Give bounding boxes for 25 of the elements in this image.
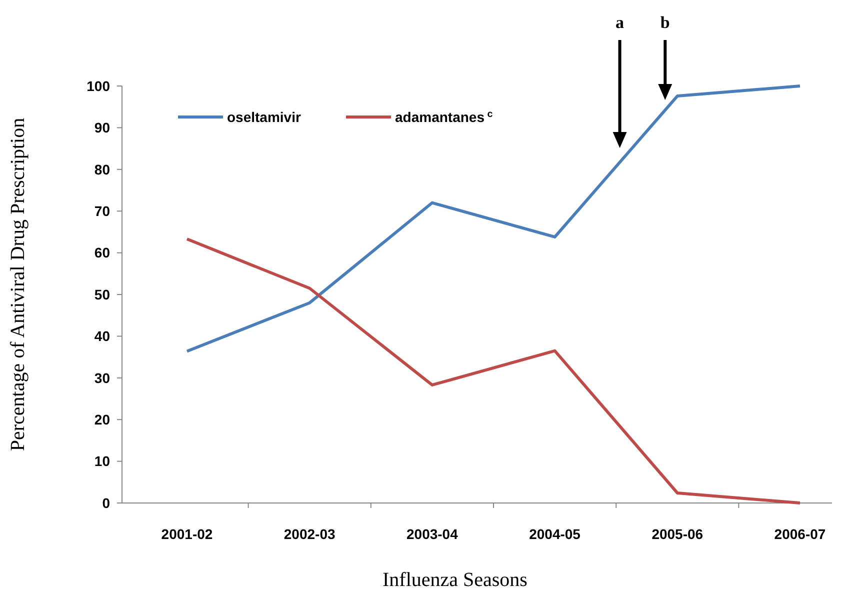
y-tick-label: 10	[94, 453, 110, 470]
x-tick-label: 2003-04	[406, 526, 458, 542]
y-tick-label: 80	[94, 161, 110, 178]
text: a	[616, 13, 625, 32]
y-tick-label: 90	[94, 120, 110, 136]
x-axis-title: Influenza Seasons	[382, 569, 528, 591]
text: b	[660, 13, 670, 32]
y-tick-label: 100	[86, 78, 110, 94]
y-axis-title: Percentage of Antiviral Drug Prescription	[7, 118, 29, 452]
y-tick-label: 30	[94, 370, 110, 386]
y-tick-label: 20	[94, 412, 110, 428]
y-tick-label: 50	[94, 286, 110, 302]
line-series	[186, 84, 802, 353]
y-tick-label: 0	[102, 494, 110, 511]
y-tick-label: 60	[94, 244, 110, 261]
x-tick-label: 2004-05	[529, 526, 581, 542]
legend-label: oseltamivir	[227, 108, 302, 125]
x-tick-label: 2006-07	[774, 526, 826, 542]
line-series	[186, 238, 802, 504]
x-tick-label: 2005-06	[652, 526, 704, 542]
y-tick-label: 40	[94, 328, 110, 344]
y-tick-label: 70	[94, 203, 110, 219]
x-tick-label: 2002-03	[284, 526, 336, 542]
legend-label: adamantanes$^{c}$	[395, 108, 494, 125]
x-tick-label: 2001-02	[161, 526, 213, 542]
